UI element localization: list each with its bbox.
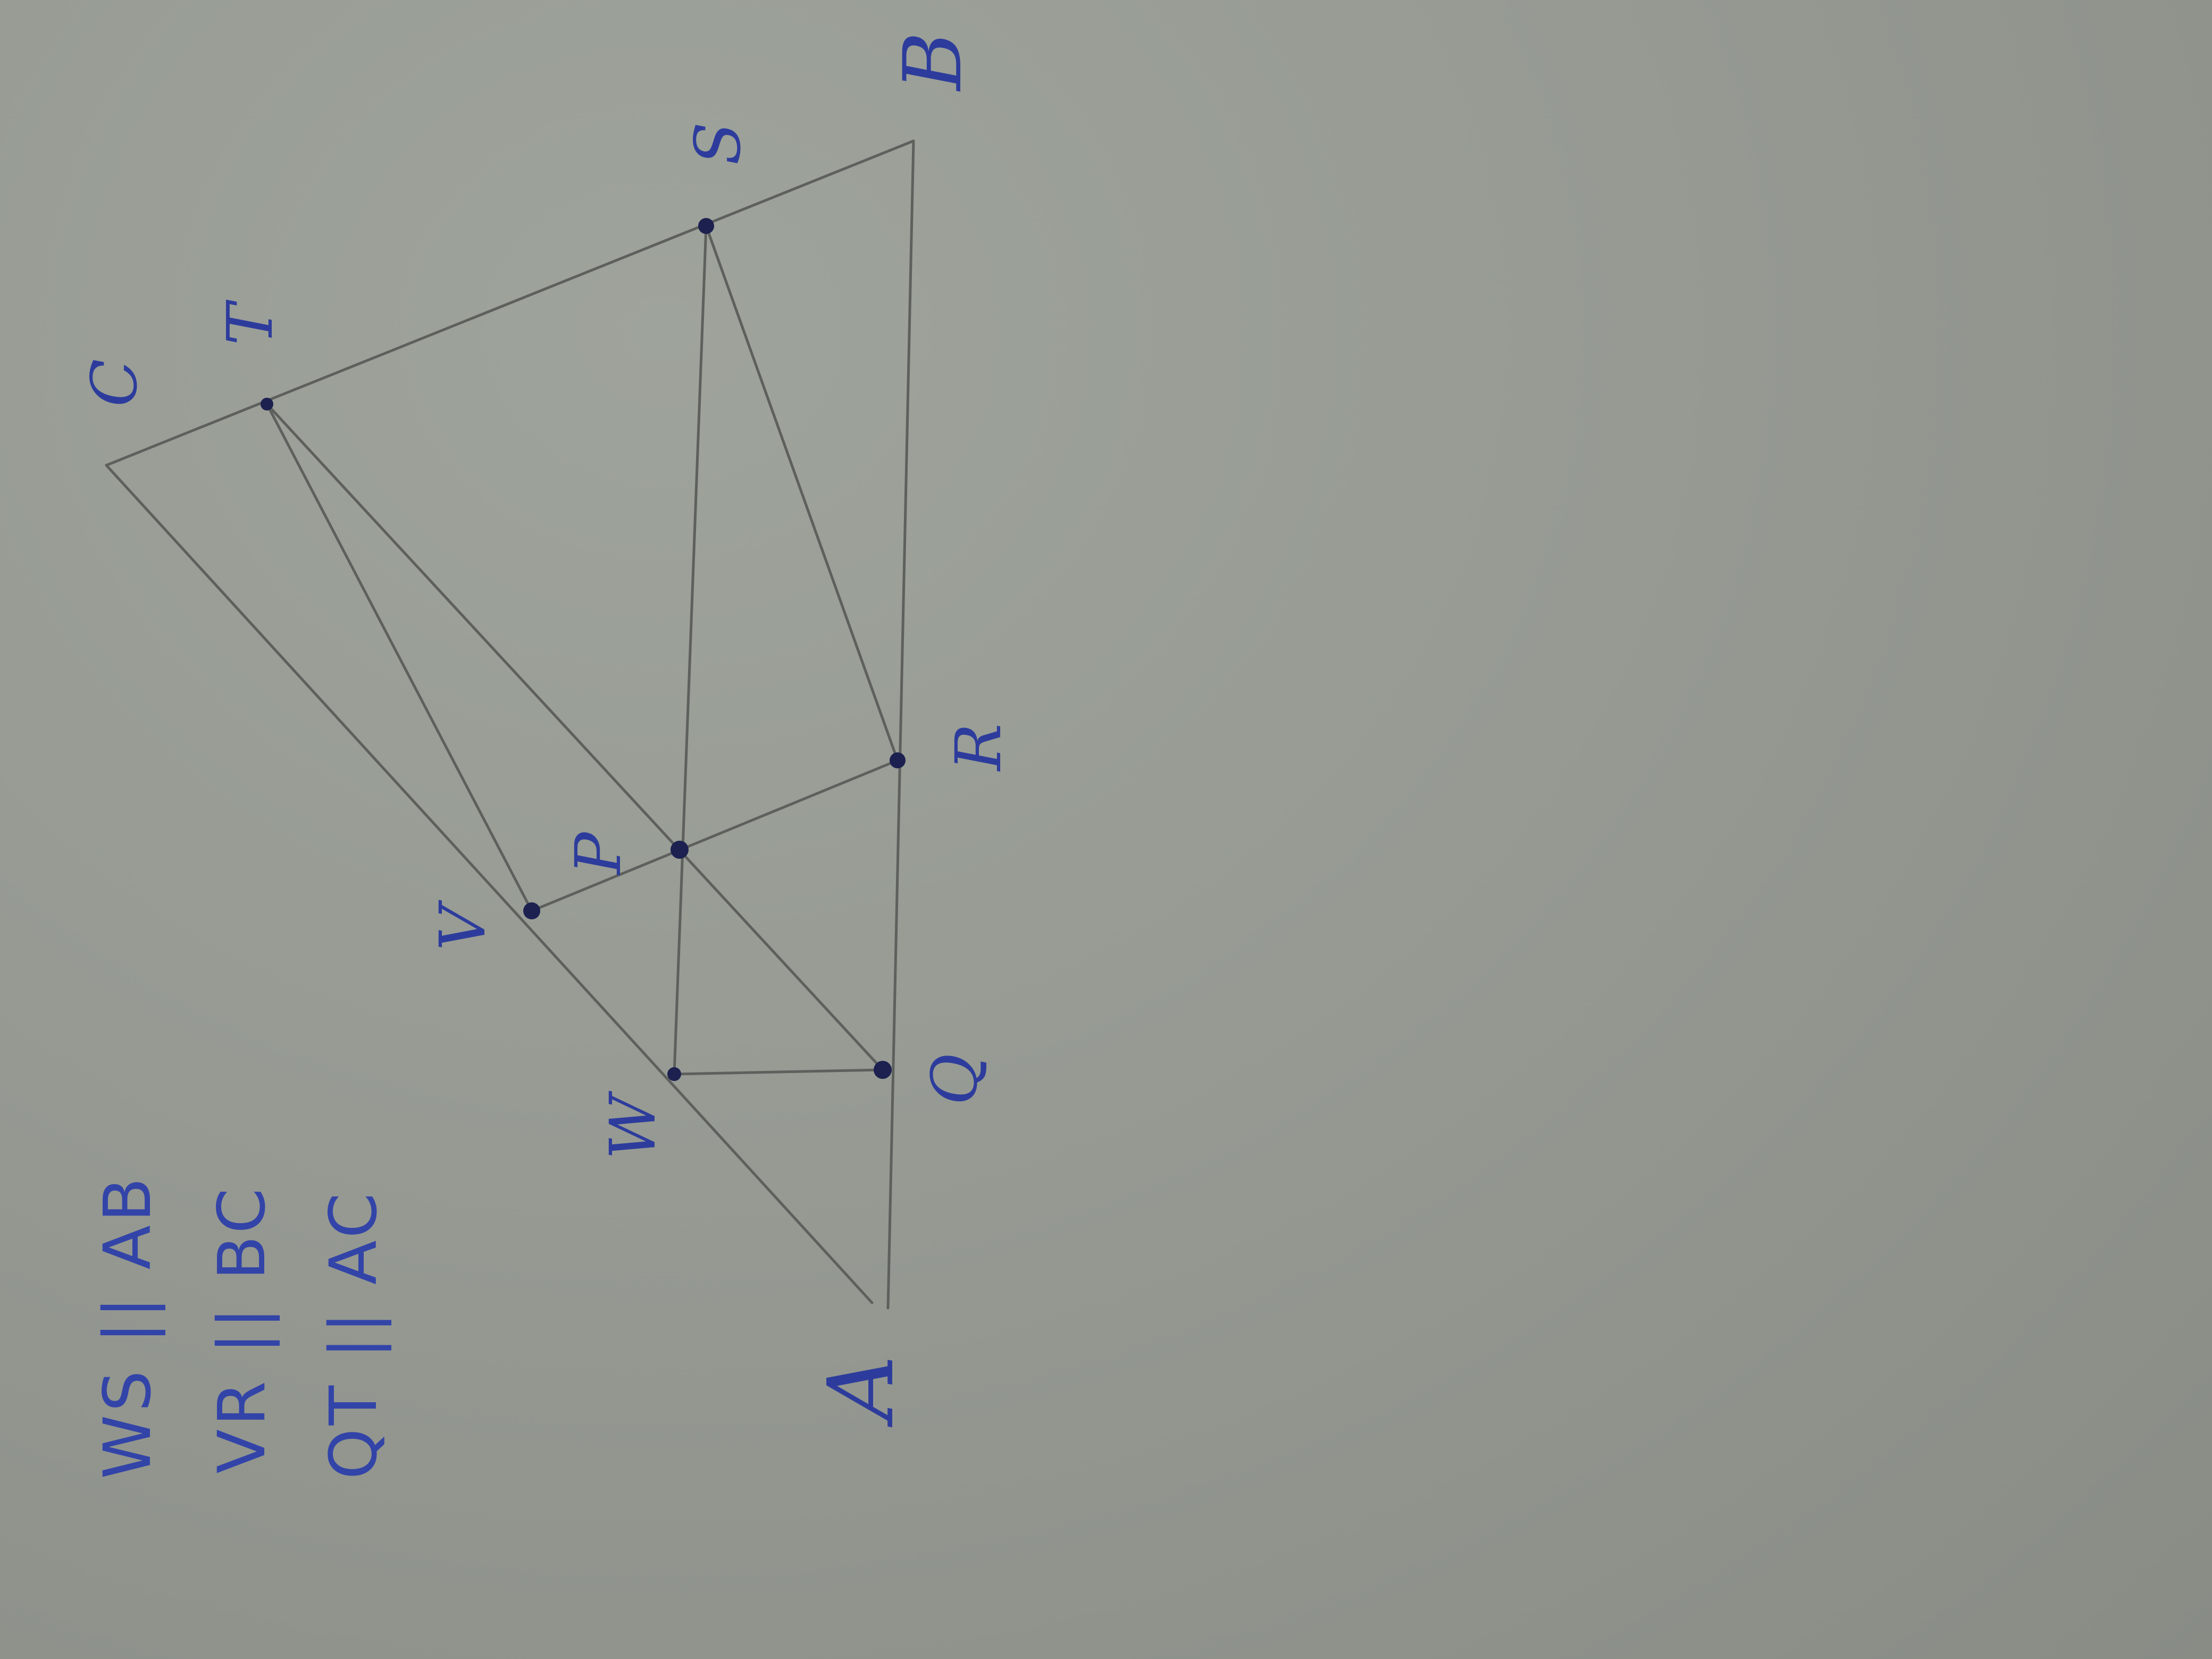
point-w xyxy=(667,1067,681,1081)
label-b: B xyxy=(887,32,979,92)
segment-vr xyxy=(530,759,899,912)
segment-tv xyxy=(265,403,533,912)
label-a: A xyxy=(809,1355,914,1428)
point-t xyxy=(261,398,273,410)
side-ac xyxy=(105,464,874,1304)
segment-wq xyxy=(673,1068,884,1076)
point-p xyxy=(671,841,689,859)
label-c: C xyxy=(78,359,151,407)
point-r xyxy=(890,752,906,768)
point-s xyxy=(698,218,714,234)
segment-qt xyxy=(265,403,884,1071)
label-s: S xyxy=(681,122,755,165)
condition-ws-ab: WS || AB xyxy=(90,1175,165,1479)
label-p: P xyxy=(562,831,635,876)
point-v xyxy=(523,902,540,919)
segment-ws xyxy=(673,224,708,1076)
label-v: V xyxy=(426,900,499,951)
segment-sr xyxy=(705,224,899,762)
condition-qt-ac: QT || AC xyxy=(316,1190,391,1480)
side-ab xyxy=(886,139,915,1310)
condition-vr-bc: VR || BC xyxy=(204,1185,280,1474)
label-t: T xyxy=(213,299,287,345)
label-r: R xyxy=(942,724,1015,772)
label-w: W xyxy=(596,1091,669,1160)
label-q: Q xyxy=(918,1054,991,1105)
point-q xyxy=(874,1061,892,1079)
side-cb xyxy=(105,139,915,467)
